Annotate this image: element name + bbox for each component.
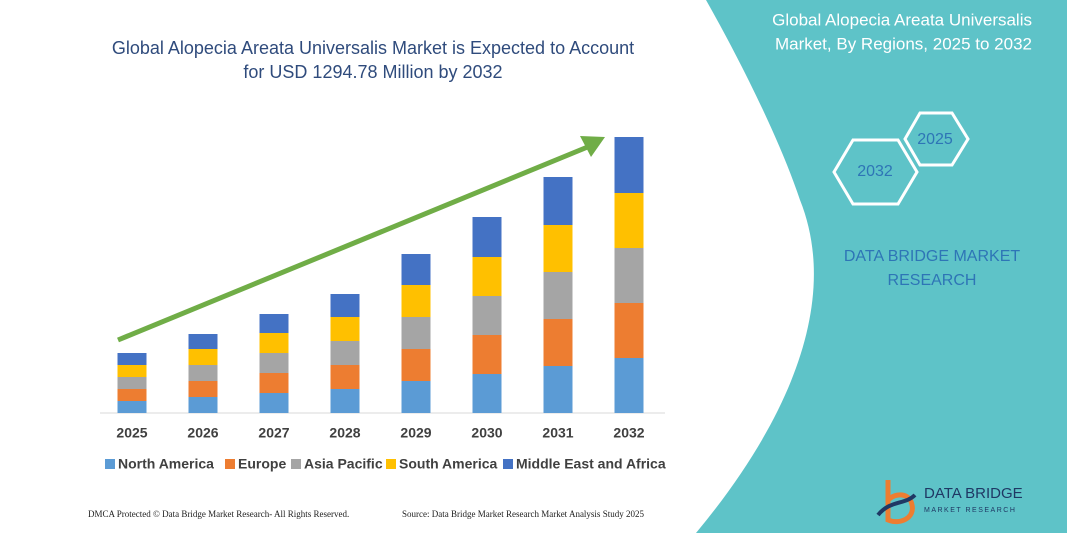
x-tick-label: 2029 (400, 425, 431, 441)
bar-segment (330, 317, 360, 341)
legend-label: Middle East and Africa (516, 456, 666, 472)
footer-source: Source: Data Bridge Market Research Mark… (402, 509, 644, 519)
arrow-head (580, 136, 605, 157)
bar-segment (614, 303, 644, 358)
bar-segment (188, 334, 218, 349)
bar-segment (472, 335, 502, 374)
bar-segment (188, 365, 218, 381)
bar-segment (401, 317, 431, 349)
bar-segment (472, 257, 502, 296)
bar-segment (117, 401, 147, 413)
bar-segment (188, 349, 218, 365)
legend-label: Europe (238, 456, 286, 472)
bar-segment (401, 349, 431, 381)
hex-label: 2025 (917, 131, 953, 148)
x-tick-label: 2027 (258, 425, 289, 441)
x-tick-label: 2028 (329, 425, 360, 441)
bar-segment (259, 314, 289, 333)
chart-title: for USD 1294.78 Million by 2032 (243, 62, 502, 82)
bar-segment (543, 177, 573, 225)
bar-segment (259, 333, 289, 353)
bar-segment (401, 285, 431, 317)
bar-segment (614, 193, 644, 248)
legend-swatch (225, 459, 235, 469)
brand-text: DATA BRIDGE MARKET (844, 248, 1021, 265)
bar-segment (543, 366, 573, 413)
hexagon (903, 111, 970, 167)
logo-name: DATA BRIDGE (924, 485, 1023, 502)
bar-segment (472, 374, 502, 413)
bar-segment (188, 397, 218, 413)
chart-title: Global Alopecia Areata Universalis Marke… (112, 38, 634, 58)
bar-segment (117, 389, 147, 401)
bar-segment (330, 389, 360, 413)
bar-segment (614, 137, 644, 193)
legend-swatch (386, 459, 396, 469)
bar-segment (330, 294, 360, 317)
brand-text: RESEARCH (888, 272, 977, 289)
logo-mark (876, 493, 917, 517)
footer-note: DMCA Protected © Data Bridge Market Rese… (88, 509, 349, 519)
bar-segment (259, 373, 289, 393)
logo-mark (885, 480, 915, 525)
legend-label: Asia Pacific (304, 456, 383, 472)
bar-segment (401, 381, 431, 413)
bar-segment (543, 319, 573, 366)
bar-segment (543, 272, 573, 319)
hexagon (832, 138, 919, 206)
bar-segment (259, 393, 289, 413)
x-tick-label: 2032 (613, 425, 644, 441)
x-tick-label: 2030 (471, 425, 502, 441)
bar-segment (543, 225, 573, 272)
bar-segment (401, 254, 431, 285)
bar-segment (614, 248, 644, 303)
x-tick-label: 2026 (187, 425, 218, 441)
panel-title: Global Alopecia Areata Universalis (772, 10, 1032, 29)
panel-title: Market, By Regions, 2025 to 2032 (775, 34, 1032, 53)
hex-label: 2032 (857, 163, 893, 180)
bar-segment (330, 341, 360, 365)
bar-segment (472, 296, 502, 335)
legend-swatch (503, 459, 513, 469)
bar-segment (117, 377, 147, 389)
x-tick-label: 2031 (542, 425, 573, 441)
legend-swatch (291, 459, 301, 469)
bar-segment (614, 358, 644, 413)
bar-segment (259, 353, 289, 373)
bar-segment (117, 365, 147, 377)
x-tick-label: 2025 (116, 425, 147, 441)
bar-segment (188, 381, 218, 397)
legend-label: South America (399, 456, 497, 472)
side-panel (696, 0, 1067, 533)
legend-label: North America (118, 456, 214, 472)
logo-tagline: MARKET RESEARCH (924, 507, 1016, 514)
trend-arrow (117, 143, 591, 343)
bar-segment (117, 353, 147, 365)
bar-segment (330, 365, 360, 389)
bar-segment (472, 217, 502, 257)
legend-swatch (105, 459, 115, 469)
